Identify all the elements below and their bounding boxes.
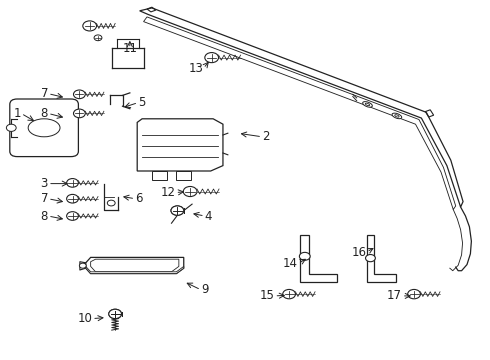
Polygon shape <box>86 257 184 274</box>
Circle shape <box>74 90 85 99</box>
FancyBboxPatch shape <box>10 99 78 157</box>
Circle shape <box>67 194 78 203</box>
Text: 2: 2 <box>262 130 270 143</box>
Ellipse shape <box>363 102 372 107</box>
Circle shape <box>94 35 102 41</box>
Circle shape <box>183 186 197 197</box>
Text: 7: 7 <box>41 87 48 100</box>
Text: 8: 8 <box>41 107 48 120</box>
Circle shape <box>74 109 85 118</box>
Ellipse shape <box>392 113 402 119</box>
Circle shape <box>366 255 375 262</box>
Text: 9: 9 <box>201 283 208 296</box>
Circle shape <box>79 263 86 268</box>
Circle shape <box>408 289 420 299</box>
Polygon shape <box>300 235 337 282</box>
Text: 15: 15 <box>260 289 274 302</box>
Polygon shape <box>91 259 179 272</box>
Circle shape <box>6 124 16 131</box>
Circle shape <box>107 200 115 206</box>
Text: 1: 1 <box>14 107 21 120</box>
Circle shape <box>283 289 295 299</box>
Polygon shape <box>137 119 223 171</box>
Text: 7: 7 <box>41 192 48 205</box>
Text: 3: 3 <box>41 177 48 190</box>
Circle shape <box>67 212 78 220</box>
Circle shape <box>83 21 97 31</box>
Polygon shape <box>86 266 184 274</box>
Text: 13: 13 <box>189 62 203 75</box>
Circle shape <box>67 179 78 187</box>
Circle shape <box>109 309 122 319</box>
Text: 4: 4 <box>205 210 212 222</box>
Text: 17: 17 <box>387 289 402 302</box>
Text: 10: 10 <box>77 312 92 325</box>
Polygon shape <box>367 235 396 282</box>
Polygon shape <box>152 171 167 180</box>
Text: 5: 5 <box>138 96 146 109</box>
Text: 11: 11 <box>122 42 137 55</box>
Text: 8: 8 <box>41 210 48 222</box>
Circle shape <box>171 206 184 215</box>
Circle shape <box>299 252 310 260</box>
Circle shape <box>205 53 219 63</box>
Text: 14: 14 <box>283 257 298 270</box>
Circle shape <box>109 309 122 319</box>
Text: 16: 16 <box>351 246 367 258</box>
Polygon shape <box>176 171 191 180</box>
Text: 6: 6 <box>135 192 143 205</box>
Circle shape <box>171 206 184 215</box>
Text: 12: 12 <box>160 186 175 199</box>
